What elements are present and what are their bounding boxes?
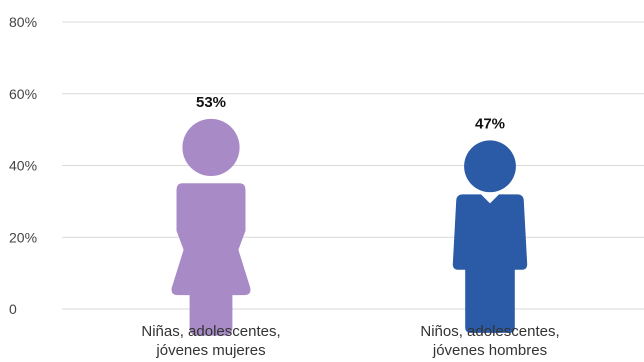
data-labels: 53% 47% — [196, 94, 505, 133]
pictogram-body — [452, 194, 528, 333]
data-label: 47% — [475, 115, 505, 132]
female-figure-icon — [171, 118, 251, 336]
category-label: Niñas, adolescentes, jóvenes mujeres — [141, 323, 280, 359]
category-label-line: jóvenes mujeres — [155, 342, 265, 359]
y-tick-label: 20% — [9, 229, 37, 245]
category-label-line: jóvenes hombres — [432, 342, 547, 359]
pictogram-head — [464, 140, 516, 193]
y-tick-label: 80% — [9, 14, 37, 30]
category-label-line: Niñas, adolescentes, — [141, 323, 280, 340]
category-label-line: Niños, adolescentes, — [420, 323, 559, 340]
male-figure-icon — [452, 140, 528, 333]
pictogram-head — [182, 118, 240, 177]
category-labels: Niñas, adolescentes, jóvenes mujeres Niños… — [141, 323, 559, 359]
data-label: 53% — [196, 94, 226, 111]
category-label: Niños, adolescentes, jóvenes hombres — [420, 323, 559, 359]
y-axis-tick-labels: 0 20% 40% 60% 80% — [9, 14, 37, 317]
pictogram-marks — [171, 118, 528, 336]
pictogram-body — [171, 183, 251, 336]
y-tick-label: 60% — [9, 86, 37, 102]
gridlines — [62, 21, 644, 310]
y-tick-label: 0 — [9, 301, 17, 317]
y-tick-label: 40% — [9, 158, 37, 174]
